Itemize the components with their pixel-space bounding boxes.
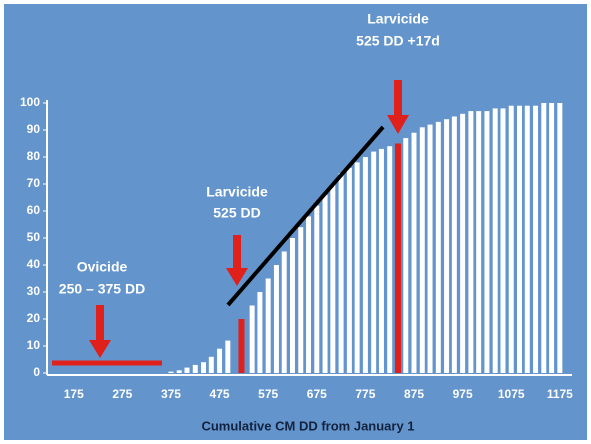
bar xyxy=(524,105,530,373)
bar xyxy=(281,251,287,373)
bar xyxy=(362,157,368,373)
x-tick-label: 1075 xyxy=(498,387,525,401)
bar xyxy=(378,148,384,373)
bar xyxy=(468,111,474,373)
annotation: Larvicide xyxy=(206,184,268,200)
bar xyxy=(557,103,563,373)
trend-line xyxy=(226,125,385,307)
x-tick-label: 275 xyxy=(112,387,132,401)
y-tick-label: 10 xyxy=(27,338,41,352)
bar xyxy=(346,167,352,373)
y-tick-label: 70 xyxy=(27,176,41,190)
bar xyxy=(354,162,360,373)
x-tick-label: 575 xyxy=(258,387,278,401)
bar xyxy=(322,194,328,373)
bar xyxy=(427,124,433,373)
bar xyxy=(394,143,401,373)
y-tick-label: 0 xyxy=(33,365,40,379)
bar xyxy=(306,216,312,373)
background xyxy=(4,4,587,440)
y-tick-label: 30 xyxy=(27,284,41,298)
bar xyxy=(444,119,450,373)
arrow xyxy=(226,235,248,286)
bar xyxy=(184,367,190,373)
bar xyxy=(208,356,214,373)
bar xyxy=(403,138,409,373)
bar xyxy=(541,103,547,373)
x-tick-label: 1175 xyxy=(547,387,573,401)
bar xyxy=(387,146,393,373)
bar xyxy=(460,113,466,374)
x-tick-label: 975 xyxy=(453,387,473,401)
bar xyxy=(500,108,506,374)
arrow xyxy=(387,80,409,134)
annotation: Larvicide xyxy=(367,11,429,27)
bar xyxy=(314,205,320,373)
annotation: 525 DD +17d xyxy=(356,33,440,49)
x-tick-label: 375 xyxy=(161,387,181,401)
bar xyxy=(492,108,498,374)
bar xyxy=(298,227,304,373)
bar xyxy=(273,265,279,373)
bar xyxy=(517,105,522,373)
annotation: Ovicide xyxy=(77,259,128,275)
bar xyxy=(238,319,245,373)
annotation: 250 – 375 DD xyxy=(59,281,145,297)
x-tick-label: 875 xyxy=(404,387,424,401)
x-tick-label: 775 xyxy=(355,387,375,401)
bar xyxy=(508,105,514,373)
y-tick-label: 100 xyxy=(20,95,40,109)
bar xyxy=(289,238,295,373)
bar xyxy=(451,116,457,373)
bar xyxy=(484,111,490,373)
y-tick-label: 90 xyxy=(27,122,41,136)
bar xyxy=(330,184,336,373)
bar xyxy=(549,103,555,373)
annotation: 525 DD xyxy=(213,205,260,221)
bar xyxy=(411,132,417,373)
x-tick-label: 475 xyxy=(210,387,230,401)
bar xyxy=(533,105,539,373)
bar xyxy=(201,362,207,373)
bar xyxy=(176,370,182,373)
x-tick-label: 675 xyxy=(307,387,327,401)
x-axis-label: Cumulative CM DD from January 1 xyxy=(201,418,414,433)
y-tick-label: 80 xyxy=(27,149,41,163)
y-tick-label: 50 xyxy=(27,230,41,244)
bar xyxy=(192,364,198,373)
bar xyxy=(217,348,223,373)
bar xyxy=(225,340,231,373)
bar xyxy=(338,173,344,373)
y-tick-label: 40 xyxy=(27,257,41,271)
bar xyxy=(419,127,425,373)
bar xyxy=(249,305,255,373)
bar xyxy=(257,292,263,373)
x-tick-label: 175 xyxy=(64,387,84,401)
bar xyxy=(476,111,482,373)
y-tick-label: 20 xyxy=(27,311,41,325)
bar xyxy=(371,151,377,373)
bar xyxy=(168,371,174,373)
arrow xyxy=(89,305,111,358)
y-tick-label: 60 xyxy=(27,203,41,217)
bar xyxy=(435,121,441,374)
bar xyxy=(265,278,271,373)
